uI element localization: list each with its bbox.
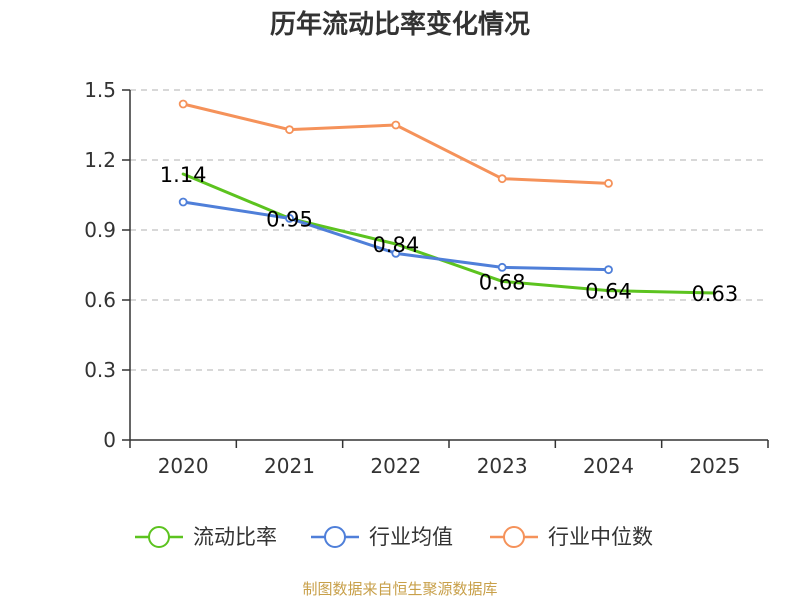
x-tick-label: 2020 <box>158 454 209 478</box>
legend-label: 行业均值 <box>369 525 453 549</box>
x-tick-label: 2024 <box>583 454 634 478</box>
axes <box>129 90 768 441</box>
y-tick-label: 0.3 <box>84 358 116 382</box>
y-tick-label: 0.6 <box>84 288 116 312</box>
series <box>178 99 717 295</box>
y-tick-label: 1.2 <box>84 148 116 172</box>
data-point <box>604 178 613 188</box>
data-label: 0.84 <box>372 233 419 257</box>
data-point <box>285 213 294 223</box>
legend-item-0[interactable]: 流动比率 <box>135 525 277 549</box>
y-tick-label: 0 <box>103 428 116 452</box>
data-point <box>178 99 188 109</box>
series-1 <box>178 197 613 275</box>
data-point <box>391 248 401 258</box>
x-tick-label: 2022 <box>370 454 421 478</box>
data-point <box>604 265 613 275</box>
data-label: 0.95 <box>266 207 313 231</box>
y-tick-label: 1.5 <box>84 78 116 102</box>
source-note: 制图数据来自恒生聚源数据库 <box>302 580 497 598</box>
x-tick-label: 2023 <box>477 454 528 478</box>
legend: 流动比率 行业均值 行业中位数 <box>135 525 653 549</box>
data-label: 0.68 <box>479 270 526 294</box>
series-0 <box>181 172 717 295</box>
legend-item-1[interactable]: 行业均值 <box>311 525 453 549</box>
legend-label: 流动比率 <box>193 525 277 549</box>
data-point <box>391 120 401 130</box>
legend-marker <box>503 526 525 548</box>
legend-marker <box>148 526 170 548</box>
data-point <box>178 197 188 207</box>
series-line <box>181 172 717 295</box>
legend-marker <box>324 526 346 548</box>
grid-lines <box>130 89 768 371</box>
legend-label: 行业中位数 <box>548 525 653 549</box>
chart-title: 历年流动比率变化情况 <box>270 9 530 40</box>
y-tick-label: 0.9 <box>84 218 116 242</box>
x-tick-label: 2021 <box>264 454 315 478</box>
data-label: 0.63 <box>691 282 738 306</box>
data-label: 0.64 <box>585 280 632 304</box>
x-axis-ticks: 2020 2021 2022 2023 2024 2025 <box>129 440 769 478</box>
y-axis-ticks: 0 0.3 0.6 0.9 1.2 1.5 <box>84 78 130 452</box>
data-point <box>497 262 507 272</box>
data-point <box>497 174 507 184</box>
legend-item-2[interactable]: 行业中位数 <box>490 525 653 549</box>
series-line <box>181 102 610 185</box>
x-tick-label: 2025 <box>689 454 740 478</box>
data-point <box>285 125 294 135</box>
series-2 <box>178 99 613 188</box>
data-labels: 1.14 0.95 0.84 0.68 0.64 0.63 <box>160 163 738 306</box>
data-label: 1.14 <box>160 163 207 187</box>
